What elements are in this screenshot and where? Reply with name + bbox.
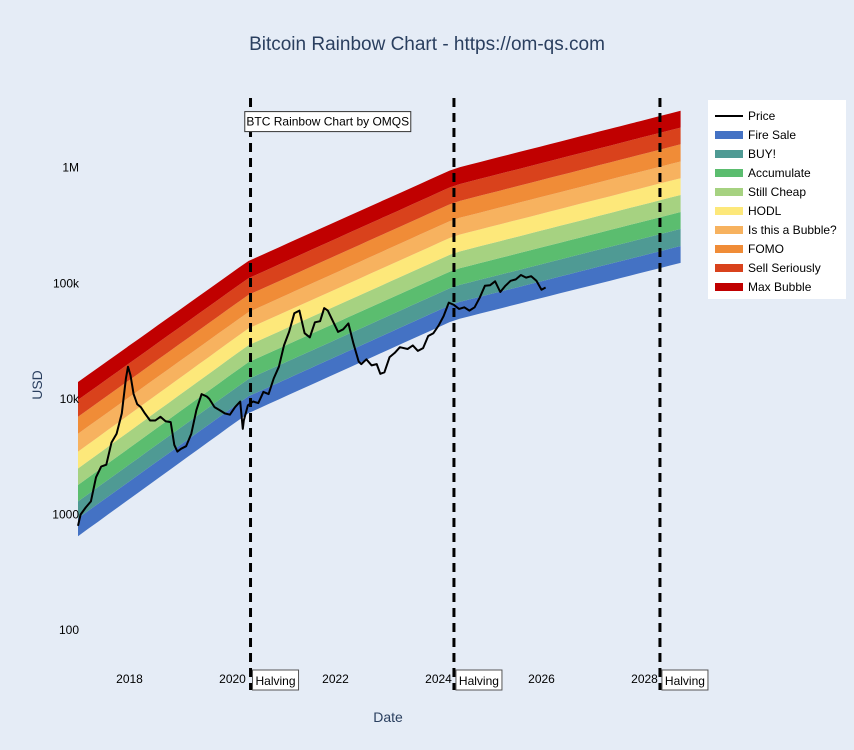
chart-title: Bitcoin Rainbow Chart - https://om-qs.co… (249, 34, 605, 55)
legend-label-3: BUY! (748, 147, 776, 161)
legend-label-10: Max Bubble (748, 280, 812, 294)
y-axis-title: USD (29, 370, 45, 400)
annotation-layer: BTC Rainbow Chart by OMQS (244, 111, 412, 133)
halving-layer: Halving Halving Halving (249, 98, 709, 691)
band-buy (78, 228, 681, 519)
price-line (77, 274, 547, 527)
halving-label-1: Halving (256, 674, 296, 688)
price-layer (77, 274, 547, 527)
legend-label-4: Accumulate (748, 166, 811, 180)
halving-label-box-3 (661, 669, 709, 691)
legend-label-7: Is this a Bubble? (748, 223, 837, 237)
band-max-bubble (78, 110, 681, 400)
legend-label-9: Sell Seriously (748, 261, 821, 275)
y-tick-100: 100 (59, 623, 79, 637)
x-axis-title: Date (373, 709, 403, 725)
bands-layer (78, 110, 681, 537)
halving-label-box-2 (455, 669, 503, 691)
y-tick-100k: 100k (53, 276, 80, 290)
legend-label-8: FOMO (748, 242, 784, 256)
x-tick-2026: 2026 (528, 672, 555, 686)
legend-label-6: HODL (748, 204, 782, 218)
x-tick-2024: 2024 (425, 672, 452, 686)
legend-label-5: Still Cheap (748, 185, 806, 199)
y-tick-1000: 1000 (52, 508, 79, 522)
y-tick-1M: 1M (62, 161, 79, 175)
annotation-box (244, 111, 412, 133)
x-tick-2018: 2018 (116, 672, 143, 686)
band-still-cheap (78, 195, 681, 485)
y-tick-10k: 10k (60, 392, 80, 406)
band-sell-seriously (78, 127, 681, 417)
legend-label-2: Fire Sale (748, 128, 796, 142)
x-tick-2020: 2020 (219, 672, 246, 686)
x-tick-2028: 2028 (631, 672, 658, 686)
halving-label-2: Halving (459, 674, 499, 688)
band-accumulate (78, 212, 681, 502)
band-fire-sale (78, 246, 681, 537)
annotation-text: BTC Rainbow Chart by OMQS (246, 115, 409, 129)
ticks-layer: 2018 2020 2022 2024 2026 2028 100 1000 10k 100k 1M (52, 161, 658, 686)
band-is-this-a-bubble (78, 161, 681, 452)
legend-label-1: Price (748, 109, 776, 123)
x-tick-2022: 2022 (322, 672, 349, 686)
legend: Price Fire Sale BUY! Accumulate Still Cheap H… (708, 100, 846, 299)
halving-label-3: Halving (665, 674, 705, 688)
band-fomo (78, 144, 681, 434)
band-hodl (78, 178, 681, 469)
halving-label-box-1 (252, 669, 300, 691)
